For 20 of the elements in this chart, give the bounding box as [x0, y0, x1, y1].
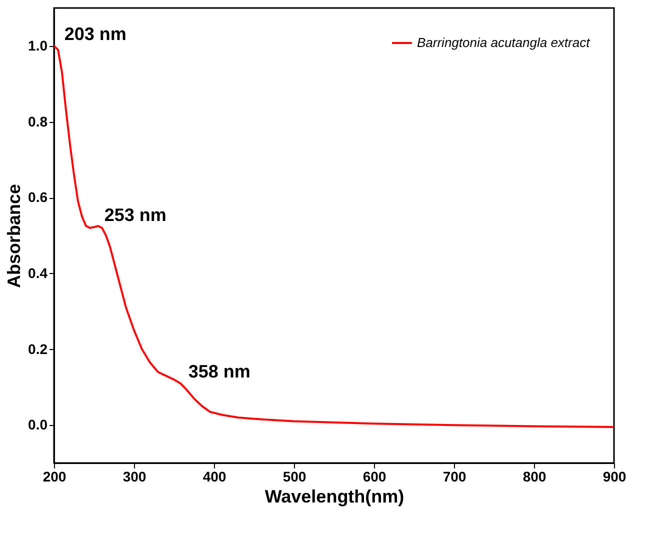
annotation: 253 nm: [104, 204, 166, 225]
x-axis-title: Wavelength(nm): [264, 486, 404, 506]
y-tick-label: 0.8: [28, 113, 48, 130]
y-tick-label: 0.4: [28, 264, 48, 281]
y-tick-label: 0.2: [28, 340, 48, 357]
x-tick-label: 600: [362, 468, 386, 484]
y-tick-label: 1.0: [28, 37, 48, 54]
x-tick-label: 800: [522, 468, 546, 484]
x-tick-label: 400: [202, 468, 226, 484]
x-tick-label: 300: [122, 468, 146, 484]
x-tick-label: 700: [442, 468, 466, 484]
legend-label: Barringtonia acutangla extract: [417, 35, 592, 50]
x-tick-label: 500: [282, 468, 306, 484]
y-tick-label: 0.6: [28, 189, 48, 206]
y-axis-title: Absorbance: [4, 184, 24, 288]
y-tick-label: 0.0: [28, 416, 48, 433]
annotation: 203 nm: [64, 24, 126, 44]
annotation: 358 nm: [188, 361, 250, 382]
x-tick-label: 200: [42, 468, 66, 484]
x-tick-label: 900: [602, 468, 626, 484]
